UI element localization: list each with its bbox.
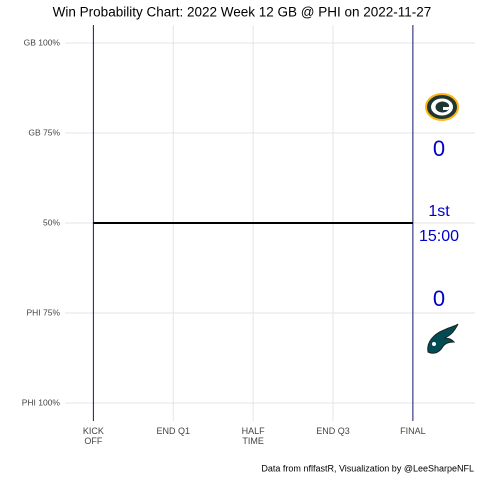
- y-tick-label: GB 75%: [28, 127, 60, 137]
- gb-score: 0: [433, 136, 445, 161]
- x-tick-label: KICK OFF: [82, 426, 104, 446]
- x-tick-label: FINAL: [400, 426, 426, 436]
- y-tick-label: 50%: [43, 217, 60, 227]
- y-tick-label: PHI 75%: [26, 307, 60, 317]
- gb-logo: [425, 93, 459, 121]
- chart-title: Win Probability Chart: 2022 Week 12 GB @…: [53, 5, 432, 20]
- x-tick-label: END Q3: [316, 426, 350, 436]
- x-tick-label: HALF TIME: [241, 426, 265, 446]
- phi-score: 0: [433, 286, 445, 311]
- phi-logo: [427, 323, 459, 354]
- quarter: 1st: [428, 203, 450, 220]
- caption: Data from nflfastR, Visualization by @Le…: [261, 463, 474, 473]
- y-tick-label: PHI 100%: [22, 397, 61, 407]
- y-tick-label: GB 100%: [24, 37, 61, 47]
- x-tick-label: END Q1: [156, 426, 191, 436]
- clock: 15:00: [419, 228, 459, 245]
